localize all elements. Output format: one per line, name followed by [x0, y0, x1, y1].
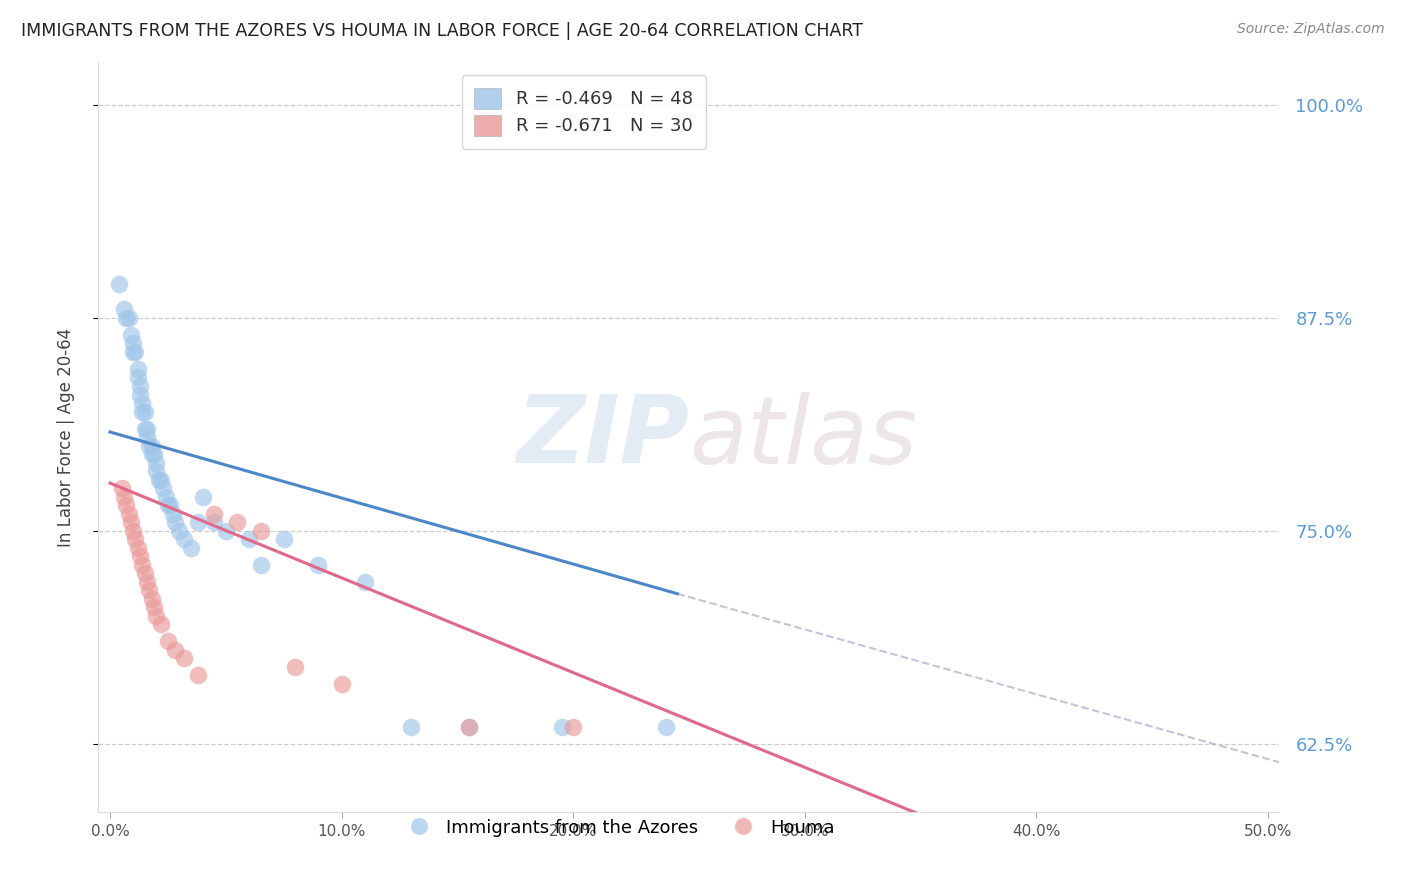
Point — [122, 336, 145, 351]
Point — [191, 490, 214, 504]
Point — [134, 566, 156, 581]
Point — [120, 327, 142, 342]
Point — [162, 507, 184, 521]
Text: ZIP: ZIP — [516, 391, 689, 483]
Point — [145, 456, 167, 470]
Point — [120, 515, 142, 529]
Point — [562, 720, 585, 734]
Point — [141, 439, 163, 453]
Point — [458, 720, 481, 734]
Point — [550, 720, 572, 734]
Point — [180, 541, 202, 555]
Point — [127, 370, 149, 384]
Point — [122, 524, 145, 538]
Point — [112, 302, 135, 317]
Point — [117, 310, 139, 325]
Point — [122, 345, 145, 359]
Point — [156, 634, 179, 648]
Point — [156, 498, 179, 512]
Point — [1025, 822, 1047, 836]
Legend: Immigrants from the Azores, Houma: Immigrants from the Azores, Houma — [394, 812, 842, 844]
Point — [134, 404, 156, 418]
Y-axis label: In Labor Force | Age 20-64: In Labor Force | Age 20-64 — [56, 327, 75, 547]
Point — [117, 507, 139, 521]
Point — [143, 447, 166, 461]
Point — [129, 379, 152, 393]
Point — [112, 490, 135, 504]
Point — [134, 421, 156, 435]
Point — [159, 498, 181, 512]
Point — [115, 498, 138, 512]
Point — [136, 430, 159, 444]
Point — [136, 574, 159, 589]
Point — [284, 660, 307, 674]
Point — [127, 362, 149, 376]
Point — [238, 533, 260, 547]
Point — [136, 421, 159, 435]
Point — [148, 473, 170, 487]
Point — [202, 507, 225, 521]
Point — [138, 439, 160, 453]
Point — [131, 404, 153, 418]
Point — [187, 515, 209, 529]
Point — [131, 558, 153, 572]
Point — [124, 345, 146, 359]
Point — [145, 464, 167, 478]
Point — [215, 524, 238, 538]
Point — [187, 668, 209, 682]
Point — [110, 481, 132, 495]
Point — [173, 651, 195, 665]
Point — [131, 396, 153, 410]
Point — [163, 515, 186, 529]
Text: Source: ZipAtlas.com: Source: ZipAtlas.com — [1237, 22, 1385, 37]
Point — [124, 533, 146, 547]
Point — [152, 481, 174, 495]
Point — [108, 277, 131, 291]
Point — [249, 524, 271, 538]
Point — [399, 720, 422, 734]
Point — [163, 643, 186, 657]
Point — [307, 558, 329, 572]
Point — [226, 515, 249, 529]
Point — [330, 677, 353, 691]
Point — [143, 600, 166, 615]
Point — [138, 583, 160, 598]
Point — [655, 720, 678, 734]
Point — [149, 617, 172, 632]
Point — [249, 558, 271, 572]
Point — [173, 533, 195, 547]
Text: IMMIGRANTS FROM THE AZORES VS HOUMA IN LABOR FORCE | AGE 20-64 CORRELATION CHART: IMMIGRANTS FROM THE AZORES VS HOUMA IN L… — [21, 22, 863, 40]
Point — [129, 549, 152, 564]
Point — [202, 515, 225, 529]
Point — [141, 591, 163, 606]
Point — [129, 387, 152, 401]
Point — [141, 447, 163, 461]
Point — [353, 574, 375, 589]
Point — [155, 490, 177, 504]
Point — [127, 541, 149, 555]
Point — [169, 524, 191, 538]
Point — [273, 533, 295, 547]
Point — [145, 608, 167, 623]
Text: atlas: atlas — [689, 392, 917, 483]
Point — [149, 473, 172, 487]
Point — [458, 720, 481, 734]
Point — [115, 310, 138, 325]
